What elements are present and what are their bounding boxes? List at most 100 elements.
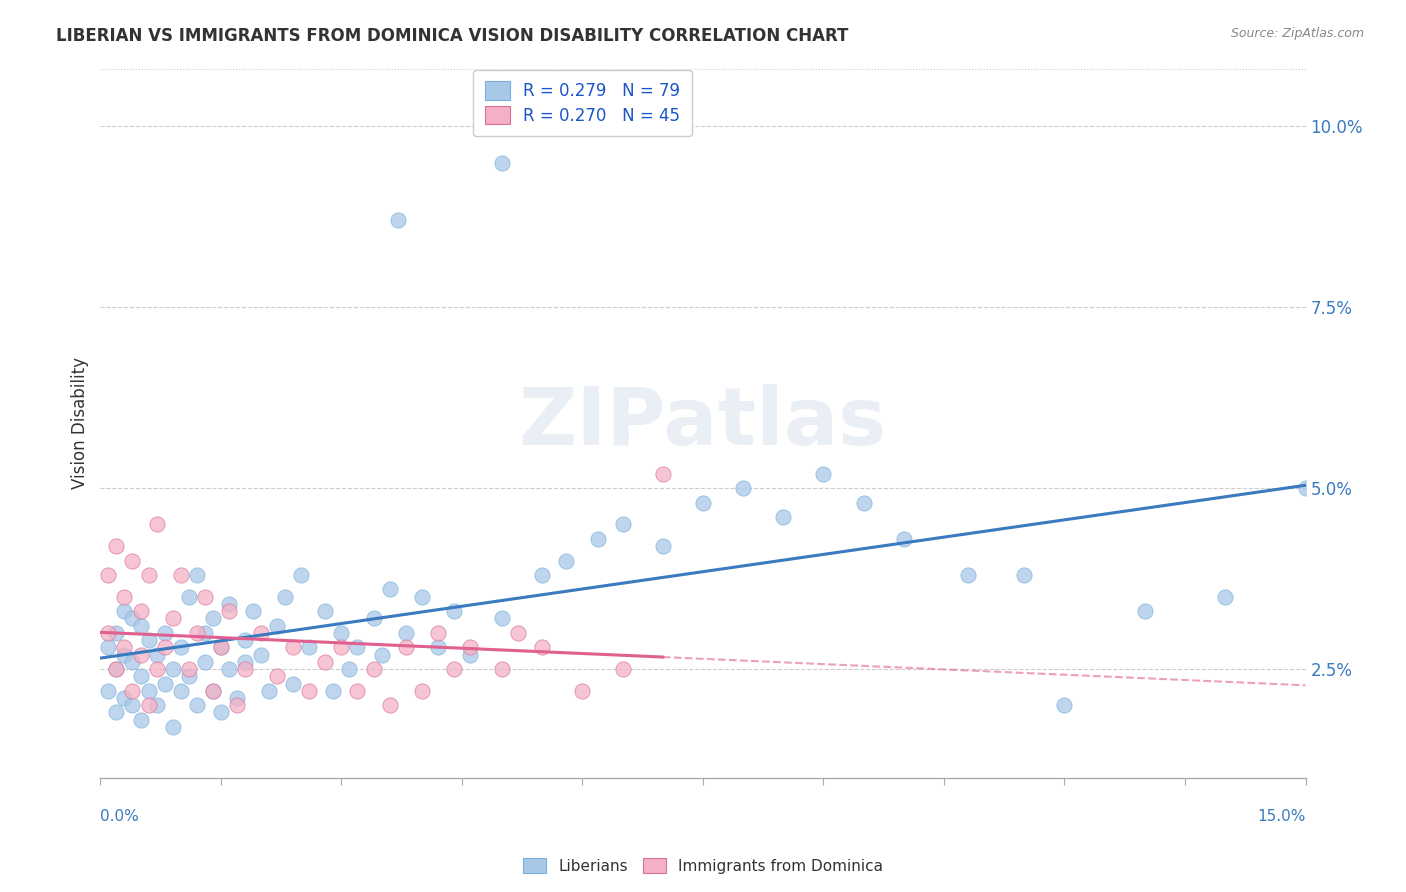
Point	[893, 532, 915, 546]
Point	[121, 683, 143, 698]
Text: 0.0%: 0.0%	[100, 809, 139, 824]
Point	[162, 662, 184, 676]
Point	[395, 625, 418, 640]
Point	[105, 662, 128, 676]
Point	[121, 611, 143, 625]
Point	[491, 662, 513, 676]
Point	[283, 640, 305, 655]
Point	[201, 683, 224, 698]
Y-axis label: Vision Disability: Vision Disability	[72, 357, 89, 489]
Point	[170, 683, 193, 698]
Point	[218, 604, 240, 618]
Point	[114, 690, 136, 705]
Point	[209, 640, 232, 655]
Text: LIBERIAN VS IMMIGRANTS FROM DOMINICA VISION DISABILITY CORRELATION CHART: LIBERIAN VS IMMIGRANTS FROM DOMINICA VIS…	[56, 27, 849, 45]
Point	[813, 467, 835, 481]
Point	[491, 611, 513, 625]
Point	[443, 662, 465, 676]
Point	[266, 669, 288, 683]
Point	[114, 590, 136, 604]
Point	[1213, 590, 1236, 604]
Point	[426, 640, 449, 655]
Legend: Liberians, Immigrants from Dominica: Liberians, Immigrants from Dominica	[517, 852, 889, 880]
Point	[138, 633, 160, 648]
Point	[121, 553, 143, 567]
Point	[957, 568, 980, 582]
Point	[97, 625, 120, 640]
Point	[218, 597, 240, 611]
Point	[387, 213, 409, 227]
Point	[330, 640, 353, 655]
Point	[257, 683, 280, 698]
Point	[114, 604, 136, 618]
Point	[266, 618, 288, 632]
Point	[411, 590, 433, 604]
Point	[555, 553, 578, 567]
Point	[571, 683, 593, 698]
Point	[233, 655, 256, 669]
Point	[201, 683, 224, 698]
Point	[346, 640, 368, 655]
Point	[733, 481, 755, 495]
Point	[233, 633, 256, 648]
Point	[97, 640, 120, 655]
Point	[298, 683, 321, 698]
Point	[314, 604, 336, 618]
Point	[458, 640, 481, 655]
Point	[612, 662, 634, 676]
Point	[314, 655, 336, 669]
Point	[692, 495, 714, 509]
Point	[129, 713, 152, 727]
Point	[290, 568, 312, 582]
Point	[283, 676, 305, 690]
Point	[250, 648, 273, 662]
Point	[114, 648, 136, 662]
Point	[194, 590, 217, 604]
Point	[1133, 604, 1156, 618]
Point	[491, 155, 513, 169]
Point	[170, 568, 193, 582]
Point	[129, 604, 152, 618]
Point	[1053, 698, 1076, 713]
Point	[114, 640, 136, 655]
Point	[145, 648, 167, 662]
Point	[339, 662, 361, 676]
Point	[531, 640, 554, 655]
Point	[298, 640, 321, 655]
Point	[162, 611, 184, 625]
Point	[145, 662, 167, 676]
Point	[177, 669, 200, 683]
Point	[443, 604, 465, 618]
Point	[194, 655, 217, 669]
Point	[105, 706, 128, 720]
Point	[411, 683, 433, 698]
Point	[426, 625, 449, 640]
Point	[170, 640, 193, 655]
Point	[153, 640, 176, 655]
Point	[226, 690, 249, 705]
Point	[177, 590, 200, 604]
Point	[121, 698, 143, 713]
Point	[129, 618, 152, 632]
Point	[1014, 568, 1036, 582]
Point	[186, 625, 208, 640]
Point	[105, 625, 128, 640]
Point	[138, 698, 160, 713]
Text: Source: ZipAtlas.com: Source: ZipAtlas.com	[1230, 27, 1364, 40]
Point	[363, 662, 385, 676]
Point	[346, 683, 368, 698]
Point	[145, 517, 167, 532]
Point	[138, 568, 160, 582]
Point	[145, 698, 167, 713]
Text: 15.0%: 15.0%	[1257, 809, 1306, 824]
Point	[651, 467, 673, 481]
Point	[186, 698, 208, 713]
Point	[233, 662, 256, 676]
Point	[121, 655, 143, 669]
Point	[322, 683, 344, 698]
Point	[274, 590, 297, 604]
Point	[129, 669, 152, 683]
Point	[651, 539, 673, 553]
Point	[588, 532, 610, 546]
Point	[1295, 481, 1317, 495]
